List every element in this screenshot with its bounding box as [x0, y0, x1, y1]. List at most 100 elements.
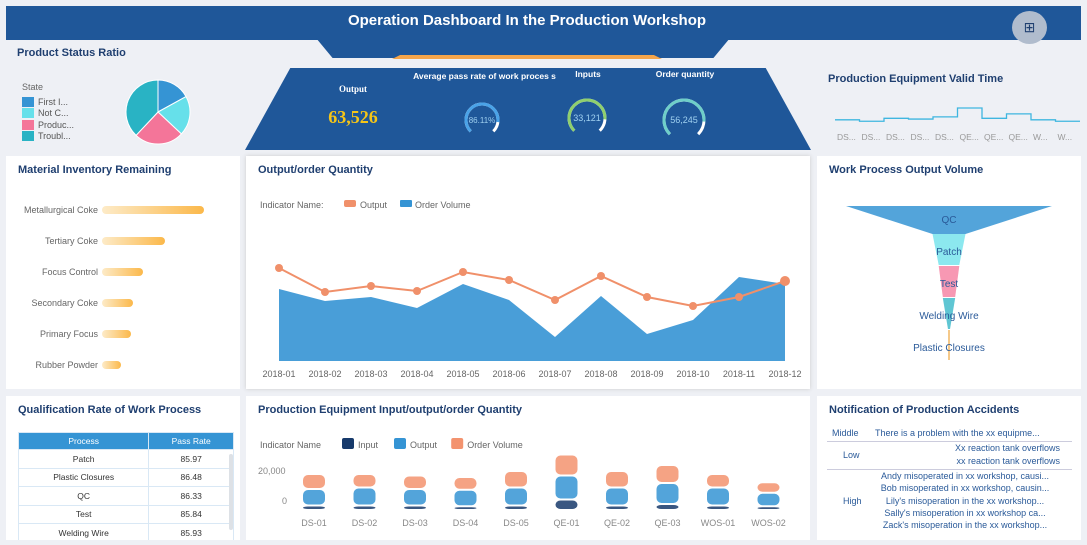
- valid-time-chart: DS... DS... DS... DS... DS... QE... QE... QE...…: [835, 107, 1080, 142]
- table-row[interactable]: Test 85.84: [18, 504, 234, 524]
- bar-input[interactable]: [757, 507, 780, 509]
- bar-input[interactable]: [303, 506, 325, 510]
- point-output[interactable]: [735, 293, 743, 301]
- x-tick-label: 2018-09: [630, 369, 663, 379]
- inventory-bar[interactable]: [102, 298, 133, 307]
- bar-input[interactable]: [707, 506, 729, 510]
- funnel-segment[interactable]: [942, 298, 956, 329]
- accident-item[interactable]: Xx reaction tank overflows: [954, 443, 1060, 454]
- funnel-segment[interactable]: [938, 266, 960, 297]
- bar-order-volume[interactable]: [303, 475, 325, 488]
- legend-item[interactable]: First I...: [22, 96, 74, 108]
- accident-item[interactable]: xx reaction tank overflows: [956, 455, 1060, 466]
- inventory-bar[interactable]: [102, 236, 166, 245]
- legend-item[interactable]: Troubl...: [22, 131, 74, 143]
- bar-output[interactable]: [707, 488, 729, 505]
- bar-output[interactable]: [757, 493, 780, 506]
- inventory-bar[interactable]: [102, 267, 143, 276]
- x-tick-label: QE-03: [654, 518, 680, 528]
- accident-item[interactable]: Sally's misoperation in xx workshop ca..…: [884, 507, 1046, 518]
- x-tick-label: 2018-11: [723, 369, 755, 379]
- bar-input[interactable]: [606, 506, 628, 510]
- point-output[interactable]: [321, 288, 329, 296]
- grid-compress-icon[interactable]: ⊞: [1012, 11, 1047, 44]
- bar-output[interactable]: [454, 490, 477, 506]
- point-output[interactable]: [459, 268, 467, 276]
- funnel-segment[interactable]: [932, 234, 966, 265]
- output-order-chart: Indicator Name: Output Order Volume 2018-01…: [260, 200, 802, 379]
- table-row[interactable]: QC 86.33: [18, 486, 234, 506]
- bar-order-volume[interactable]: [454, 478, 477, 489]
- table-scrollbar[interactable]: [229, 454, 233, 530]
- bar-input[interactable]: [404, 506, 426, 510]
- legend-item[interactable]: Not C...: [22, 108, 74, 120]
- point-output[interactable]: [367, 282, 375, 290]
- point-output[interactable]: [505, 276, 513, 284]
- point-output[interactable]: [643, 293, 651, 301]
- pie-slice[interactable]: [125, 79, 159, 137]
- point-output[interactable]: [780, 276, 790, 286]
- bar-input[interactable]: [656, 505, 679, 509]
- point-output[interactable]: [597, 272, 605, 280]
- table-row[interactable]: Plastic Closures 86.48: [18, 467, 234, 487]
- bar-order-volume[interactable]: [555, 455, 578, 475]
- inventory-bar[interactable]: [102, 360, 122, 369]
- x-tick-label: QE-01: [553, 518, 579, 528]
- pie-slice[interactable]: [157, 95, 191, 135]
- accident-item[interactable]: Andy misoperated in xx workshop, causi..…: [880, 470, 1050, 481]
- bar-output[interactable]: [656, 484, 679, 503]
- gauge-fill: [662, 98, 706, 136]
- pass-label: Average pass rate of work proces s: [413, 71, 556, 81]
- bar-input[interactable]: [353, 506, 376, 510]
- bar-input[interactable]: [555, 500, 578, 510]
- legend-title: State: [22, 82, 44, 92]
- table-row[interactable]: Welding Wire 85.93: [18, 523, 234, 540]
- bar-order-volume[interactable]: [707, 475, 729, 487]
- bar-input[interactable]: [505, 506, 527, 510]
- divider: [827, 468, 1072, 470]
- column-header[interactable]: Process: [18, 432, 150, 450]
- accident-item[interactable]: Lily's misoperation in the xx workshop..…: [885, 495, 1045, 506]
- bar-order-volume[interactable]: [757, 483, 780, 492]
- bar-order-volume[interactable]: [505, 472, 527, 487]
- point-output[interactable]: [413, 287, 421, 295]
- pie-slice[interactable]: [135, 111, 183, 145]
- inventory-panel: Material Inventory Remaining Metallurgic…: [6, 156, 240, 389]
- inventory-row: Primary Focus: [6, 318, 240, 349]
- funnel-segment[interactable]: [948, 330, 950, 360]
- inventory-bar[interactable]: [102, 329, 131, 338]
- accidents-list: Middle There is a problem with the xx equ…: [817, 428, 1081, 538]
- bar-order-volume[interactable]: [606, 472, 628, 487]
- x-tick-label: 2018-05: [446, 369, 479, 379]
- inventory-bar[interactable]: [102, 205, 204, 214]
- table-row[interactable]: Patch 85.97: [18, 449, 234, 469]
- column-header[interactable]: Pass Rate: [148, 432, 234, 450]
- inventory-row: Secondary Coke: [6, 287, 240, 318]
- bar-output[interactable]: [353, 488, 376, 505]
- legend-item[interactable]: Produc...: [22, 119, 74, 131]
- accident-item[interactable]: There is a problem with the xx equipme..…: [875, 428, 1040, 438]
- accident-level: Low: [843, 449, 860, 460]
- table-cell: QC: [18, 486, 150, 506]
- accident-item[interactable]: Zack's misoperation in the xx workshop..…: [882, 520, 1048, 531]
- point-output[interactable]: [275, 264, 283, 272]
- bar-order-volume[interactable]: [404, 476, 426, 489]
- bar-output[interactable]: [555, 476, 578, 499]
- qualification-panel: Qualification Rate of Work Process Proce…: [6, 396, 240, 540]
- page-title: Operation Dashboard In the Production Wo…: [347, 12, 707, 29]
- funnel-segment[interactable]: [846, 206, 1052, 234]
- legend-swatch: [451, 438, 464, 449]
- bar-order-volume[interactable]: [656, 466, 679, 482]
- bar-order-volume[interactable]: [353, 475, 376, 487]
- inventory-row: Tertiary Coke: [6, 225, 240, 256]
- bar-output[interactable]: [606, 488, 628, 505]
- bar-input[interactable]: [454, 507, 477, 509]
- bar-output[interactable]: [505, 488, 527, 505]
- bar-output[interactable]: [303, 490, 325, 505]
- point-output[interactable]: [551, 296, 559, 304]
- point-output[interactable]: [689, 302, 697, 310]
- legend-swatch: [22, 96, 34, 107]
- bar-output[interactable]: [404, 490, 426, 505]
- accident-level: High: [843, 495, 862, 506]
- accident-item[interactable]: Bob misoperated in xx workshop, causin..…: [880, 483, 1050, 494]
